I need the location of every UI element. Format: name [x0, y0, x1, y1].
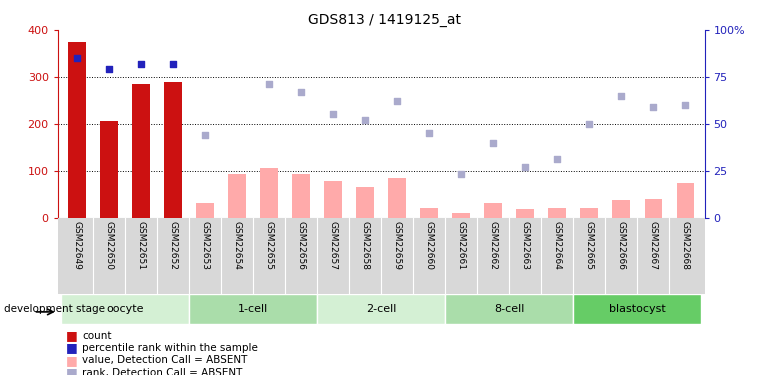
- Bar: [293, 174, 310, 217]
- Text: GSM22652: GSM22652: [169, 221, 178, 270]
- Text: 8-cell: 8-cell: [494, 304, 524, 314]
- Point: [679, 102, 691, 108]
- Bar: [581, 208, 598, 218]
- Text: GSM22666: GSM22666: [617, 221, 626, 270]
- Text: percentile rank within the sample: percentile rank within the sample: [82, 343, 258, 353]
- Text: GSM22650: GSM22650: [105, 221, 113, 270]
- Bar: [228, 174, 246, 217]
- Text: GSM22649: GSM22649: [72, 221, 82, 270]
- Point: [423, 130, 435, 136]
- Text: GSM22662: GSM22662: [489, 221, 497, 270]
- Point: [295, 89, 307, 95]
- Text: rank, Detection Call = ABSENT: rank, Detection Call = ABSENT: [82, 368, 243, 375]
- Point: [615, 93, 628, 99]
- Bar: [357, 187, 374, 218]
- Text: GSM22653: GSM22653: [200, 221, 209, 270]
- Text: count: count: [82, 331, 112, 340]
- Text: GDS813 / 1419125_at: GDS813 / 1419125_at: [309, 13, 461, 27]
- Text: 1-cell: 1-cell: [238, 304, 268, 314]
- Text: 2-cell: 2-cell: [366, 304, 397, 314]
- Text: GSM22663: GSM22663: [521, 221, 530, 270]
- Text: development stage: development stage: [4, 304, 105, 314]
- Bar: [196, 202, 214, 217]
- Point: [391, 98, 403, 104]
- Point: [487, 140, 500, 146]
- Text: ■: ■: [65, 329, 77, 342]
- Text: GSM22667: GSM22667: [649, 221, 658, 270]
- Point: [551, 156, 564, 162]
- Bar: [317, 294, 445, 324]
- Point: [167, 61, 179, 67]
- Text: GSM22664: GSM22664: [553, 221, 562, 270]
- Text: ■: ■: [65, 342, 77, 354]
- Bar: [164, 82, 182, 218]
- Point: [327, 111, 340, 117]
- Point: [263, 81, 275, 87]
- Bar: [453, 213, 470, 217]
- Bar: [484, 203, 502, 217]
- Text: GSM22660: GSM22660: [425, 221, 434, 270]
- Text: GSM22657: GSM22657: [329, 221, 337, 270]
- Point: [103, 66, 116, 72]
- Text: GSM22651: GSM22651: [136, 221, 146, 270]
- Point: [455, 171, 467, 177]
- Bar: [548, 208, 566, 218]
- Bar: [69, 42, 85, 218]
- Bar: [61, 294, 189, 324]
- Text: blastocyst: blastocyst: [609, 304, 666, 314]
- Point: [647, 104, 659, 110]
- Bar: [388, 178, 406, 218]
- Bar: [677, 183, 694, 218]
- Text: ■: ■: [65, 354, 77, 367]
- Point: [519, 164, 531, 170]
- Point: [583, 121, 595, 127]
- Point: [71, 55, 83, 61]
- Bar: [574, 294, 701, 324]
- Text: GSM22668: GSM22668: [681, 221, 690, 270]
- Bar: [517, 209, 534, 218]
- Text: GSM22661: GSM22661: [457, 221, 466, 270]
- Point: [199, 132, 211, 138]
- Bar: [100, 122, 118, 218]
- Bar: [260, 168, 278, 217]
- Text: oocyte: oocyte: [106, 304, 144, 314]
- Text: GSM22654: GSM22654: [233, 221, 242, 270]
- Text: GSM22655: GSM22655: [265, 221, 273, 270]
- Text: GSM22665: GSM22665: [584, 221, 594, 270]
- Bar: [132, 84, 150, 218]
- Text: value, Detection Call = ABSENT: value, Detection Call = ABSENT: [82, 356, 248, 365]
- Point: [359, 117, 371, 123]
- Text: ■: ■: [65, 366, 77, 375]
- Bar: [420, 208, 438, 218]
- Bar: [189, 294, 317, 324]
- Text: GSM22659: GSM22659: [393, 221, 402, 270]
- Point: [135, 61, 147, 67]
- Bar: [644, 199, 662, 217]
- Bar: [612, 200, 630, 217]
- Bar: [445, 294, 574, 324]
- Bar: [324, 181, 342, 218]
- Text: GSM22656: GSM22656: [296, 221, 306, 270]
- Text: GSM22658: GSM22658: [360, 221, 370, 270]
